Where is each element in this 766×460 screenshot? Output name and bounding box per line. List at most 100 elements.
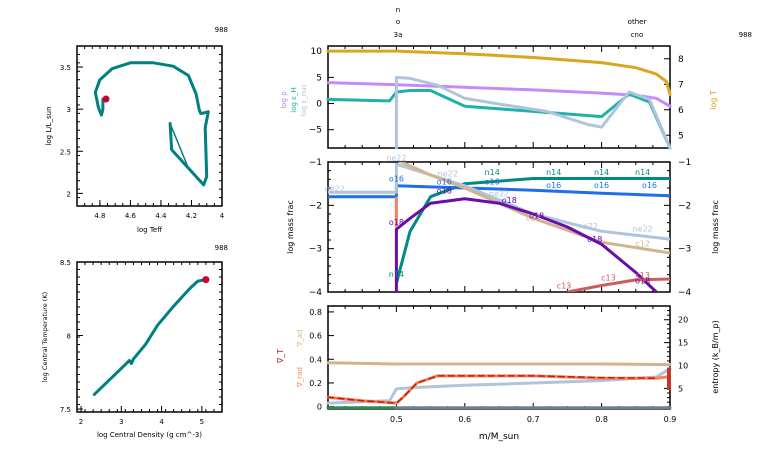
mid-series-label-o16: o16: [642, 181, 657, 190]
hr-frame: [76, 45, 223, 207]
hr-track-inner-line: [169, 122, 190, 169]
hr-ytick-label: 3: [67, 106, 71, 114]
rhotc-ylabel: log Central Temperature (K): [41, 292, 49, 382]
hr-xlabel: log Teff: [137, 226, 162, 234]
rhotc-xtick-label: 4: [159, 418, 164, 426]
mid-series-label-o18: o18: [587, 235, 602, 244]
profile-model-number: 988: [739, 31, 752, 39]
mid-series-label-o16: o16: [437, 178, 452, 187]
hr-ytick-label: 2: [67, 190, 71, 198]
bot-ylabel-grad-t: ∇_T: [276, 349, 285, 364]
mid-right-ylabel: log mass frac: [711, 200, 720, 254]
rhotc-xtick-label: 3: [119, 418, 123, 426]
bot-right-ytick-label: 20: [678, 316, 688, 325]
bot-left-ytick-label: 0.4: [309, 355, 322, 364]
rhotc-ytick-label: 7.5: [60, 406, 71, 414]
bot-left-ytick-label: 0.6: [309, 332, 322, 341]
mid-series-label-o18: o18: [389, 218, 404, 227]
bot-left-ytick-label: 0: [317, 403, 322, 412]
mid-series-label-o16: o16: [546, 181, 561, 190]
hr-xtick-label: 4.6: [125, 212, 137, 220]
mid-series-label-o18: o18: [635, 276, 650, 285]
rhotc-xtick-label: 5: [200, 418, 204, 426]
mid-series-label-ne22: ne22: [438, 169, 458, 178]
bot-xtick-label: 0.5: [390, 415, 403, 424]
bot-left-ytick-label: 0.8: [309, 308, 322, 317]
top-left-ylabel: log ρ: [280, 91, 288, 109]
mid-series-label-n14: n14: [635, 168, 650, 177]
rhotc-xlabel: log Central Density (g cm^-3): [97, 431, 202, 439]
bot-xtick-label: 0.7: [527, 415, 540, 424]
bot-series-grad_T: [327, 375, 658, 404]
top-left-ytick-label: −5: [309, 126, 322, 136]
bot-xtick-label: 0.8: [595, 415, 608, 424]
bot-series-grad_ad: [326, 361, 672, 367]
rhotc-xtick-label: 2: [79, 418, 83, 426]
hr-ylabel: log L/L_sun: [45, 106, 53, 145]
burn-label-n: n: [396, 6, 400, 14]
mid-series-label-ne22: ne22: [633, 224, 653, 233]
top-left-ytick-label: 0: [316, 100, 322, 110]
mid-series-label-o18: o18: [437, 187, 452, 196]
mid-series-n14: [394, 177, 670, 284]
mid-left-ytick-label: −4: [309, 288, 323, 298]
mid-series-label-c13: c13: [557, 282, 572, 291]
mid-series-label-c12: c12: [526, 214, 541, 223]
top-series-log-rho: [326, 81, 672, 108]
top-right-ytick-label: 5: [678, 131, 684, 141]
bot-right-ytick-label: 15: [678, 339, 688, 348]
mid-left-ylabel: log mass frac: [286, 200, 295, 254]
hr-ytick-label: 3.5: [60, 64, 71, 72]
top-left-ytick-label: 5: [316, 73, 322, 83]
bot-series-entropy: [326, 367, 672, 405]
bot-right-ylabel: entropy (k_B/m_p): [711, 320, 720, 393]
rhotc-ytick-label: 8: [67, 333, 71, 341]
mid-series-o18: [394, 197, 658, 292]
burn-label-o: o: [396, 18, 400, 26]
burn-label-cno: cno: [631, 31, 644, 39]
top-right-ytick-label: 6: [678, 106, 684, 116]
bot-xtick-label: 0.9: [664, 415, 677, 424]
bot-xlabel: m/M_sun: [479, 432, 519, 442]
top-profile-frame: [327, 45, 671, 149]
hr-ytick-label: 2.5: [60, 148, 71, 156]
rhotc-model-number: 988: [215, 244, 228, 252]
mid-series-label-n14: n14: [485, 168, 500, 177]
top-series-log-t: [326, 49, 672, 96]
mid-series-label-n14: n14: [594, 168, 609, 177]
top-series-log-eps_h: [326, 89, 672, 150]
mid-right-ytick-label: −3: [678, 245, 691, 255]
hr-xtick-label: 4.2: [186, 212, 197, 220]
mid-series-c13: [567, 277, 670, 292]
mid-series-ne22: [328, 162, 670, 241]
top-left-ytick-label: 10: [311, 47, 323, 57]
mid-right-ytick-label: −2: [678, 201, 691, 211]
top-right-ylabel: log T: [709, 90, 718, 110]
mid-series-group: [328, 162, 670, 292]
burn-label-3a: 3a: [394, 31, 403, 39]
mid-series-label-o16: o16: [594, 181, 609, 190]
mid-left-ytick-label: −1: [309, 158, 322, 168]
rhotc-ytick-label: 8.5: [60, 259, 71, 267]
mid-series-label-n14: n14: [389, 270, 404, 279]
bot-left-ytick-label: 0.2: [309, 379, 322, 388]
top-left-ylabel: log ε_nuc: [300, 83, 308, 116]
mid-series-label-ne22: ne22: [489, 190, 509, 199]
bot-right-ytick-label: 5: [678, 384, 683, 393]
rhotc-track-line: [92, 278, 208, 396]
mid-left-ytick-label: −3: [309, 245, 322, 255]
mid-series-label-c12: c12: [635, 240, 650, 249]
rhotc-current-point: [202, 276, 210, 284]
mid-left-ytick-label: −2: [309, 201, 322, 211]
hr-track-line: [93, 61, 210, 187]
hr-xtick-label: 4.8: [94, 212, 105, 220]
mid-series-label-o18: o18: [529, 211, 544, 220]
bot-xtick-label: 0.6: [458, 415, 471, 424]
top-series-log-eps_nuc: [394, 75, 672, 150]
mid-series-label-c13: c13: [635, 271, 650, 280]
mid-series-label-o16: o16: [389, 175, 404, 184]
bot-ylabel-grad-rad: ∇_rad: [296, 367, 304, 388]
mid-right-ytick-label: −4: [678, 288, 692, 298]
hr-current-point: [102, 95, 110, 103]
